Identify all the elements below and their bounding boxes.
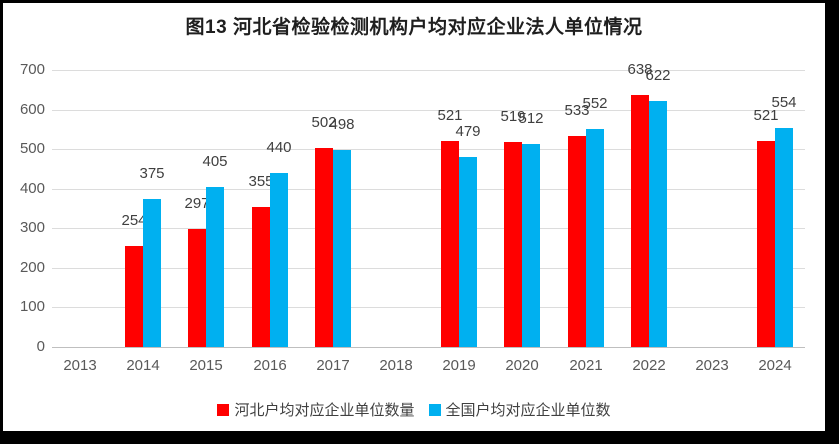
gridline-600 [52,110,805,111]
bar-label-hebei-2019: 521 [437,107,463,124]
x-axis-line [52,347,805,348]
bar-label-national-2021: 552 [582,95,608,112]
x-tick-label-2014: 2014 [126,357,160,374]
y-tick-label-0: 0 [36,338,45,355]
gridline-700 [52,70,805,71]
legend-swatch-hebei [217,403,230,416]
bar-label-national-2016: 440 [266,139,292,156]
bar-label-hebei-2014: 254 [121,212,147,229]
bar-hebei-2020 [504,142,522,347]
plot-area: 0 100 200 300 400 500 600 700 2013 2014 254 375 2015… [3,3,825,431]
bar-label-national-2020: 512 [518,110,544,127]
legend-item-hebei: 河北户均对应企业单位数量 [217,399,415,420]
bar-hebei-2022 [631,95,649,347]
x-tick-label-2019: 2019 [442,357,476,374]
x-tick-label-2023: 2023 [695,357,729,374]
bar-national-2017 [333,150,351,347]
bar-label-hebei-2022: 638 [627,61,653,78]
bar-hebei-2016 [252,207,270,347]
legend-label-national: 全国户均对应企业单位数 [445,402,611,419]
x-tick-label-2022: 2022 [632,357,666,374]
bar-hebei-2014 [125,246,143,347]
x-tick-label-2015: 2015 [189,357,223,374]
legend-item-national: 全国户均对应企业单位数 [428,399,611,420]
gridline-500 [52,149,805,150]
y-tick-label-200: 200 [19,259,45,276]
bar-label-hebei-2015: 297 [184,195,210,212]
y-tick-label-300: 300 [19,219,45,236]
x-tick-label-2018: 2018 [379,357,413,374]
bar-hebei-2017 [315,148,333,347]
bar-label-hebei-2021: 533 [564,102,590,119]
gridline-200 [52,268,805,269]
x-tick-label-2020: 2020 [505,357,539,374]
gridline-300 [52,228,805,229]
bar-label-hebei-2016: 355 [248,173,274,190]
bar-label-national-2019: 479 [455,123,481,140]
x-tick-label-2017: 2017 [316,357,350,374]
bar-national-2020 [522,144,540,347]
bar-label-national-2022: 622 [645,67,671,84]
bar-national-2014 [143,199,161,347]
bar-hebei-2019 [441,141,459,347]
bar-label-national-2024: 554 [771,94,797,111]
bar-hebei-2021 [568,136,586,347]
x-tick-label-2013: 2013 [63,357,97,374]
x-tick-label-2021: 2021 [569,357,603,374]
y-tick-label-600: 600 [19,101,45,118]
legend-swatch-national [428,403,441,416]
bar-hebei-2015 [188,229,206,347]
bar-label-hebei-2024: 521 [753,107,779,124]
y-tick-label-100: 100 [19,298,45,315]
bar-national-2021 [586,129,604,347]
bar-label-hebei-2017: 502 [311,114,337,131]
bar-national-2016 [270,173,288,347]
gridline-400 [52,189,805,190]
bar-national-2024 [775,128,793,347]
bar-label-national-2017: 498 [329,116,355,133]
gridline-100 [52,307,805,308]
x-tick-label-2016: 2016 [253,357,287,374]
bar-label-hebei-2020: 519 [500,108,526,125]
y-tick-label-700: 700 [19,61,45,78]
bar-hebei-2024 [757,141,775,347]
bar-national-2022 [649,101,667,347]
chart-title: 图13 河北省检验检测机构户均对应企业法人单位情况 [185,17,643,38]
bar-label-national-2014: 375 [139,165,165,182]
bar-label-national-2015: 405 [202,153,228,170]
y-tick-label-500: 500 [19,140,45,157]
bar-national-2015 [206,187,224,347]
legend-label-hebei: 河北户均对应企业单位数量 [234,402,415,419]
y-tick-label-400: 400 [19,180,45,197]
chart-legend: 河北户均对应企业单位数量 全国户均对应企业单位数 [3,399,825,420]
x-tick-label-2024: 2024 [758,357,792,374]
bar-national-2019 [459,157,477,347]
chart-area: 图13 河北省检验检测机构户均对应企业法人单位情况 0 100 200 300 400 5… [3,3,825,431]
